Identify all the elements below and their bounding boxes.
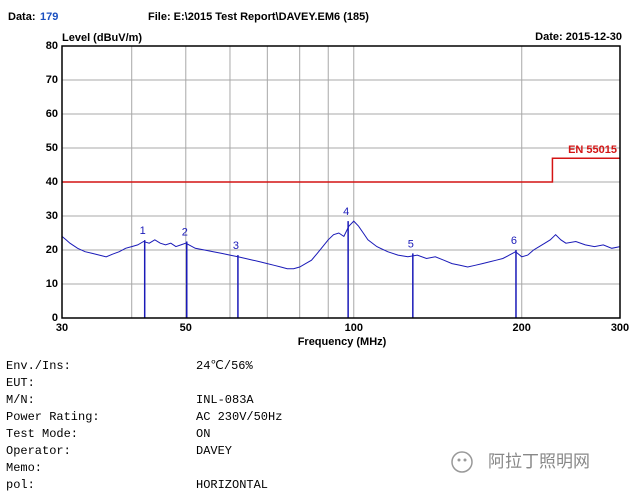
- watermark-icon-dot: [463, 458, 467, 462]
- data-number: 179: [40, 11, 58, 23]
- y-tick-label: 50: [46, 142, 58, 154]
- limit-label: EN 55015: [568, 144, 617, 156]
- x-tick-label: 200: [513, 322, 531, 334]
- watermark-icon-dot: [457, 458, 461, 462]
- info-label: EUT:: [6, 376, 35, 390]
- info-value: INL-083A: [196, 393, 254, 407]
- x-tick-label: 300: [611, 322, 629, 334]
- marker-label: 1: [140, 225, 146, 237]
- y-tick-label: 60: [46, 108, 58, 120]
- info-label: Memo:: [6, 461, 42, 475]
- series-line: [61, 220, 621, 270]
- file-name: File: E:\2015 Test Report\DAVEY.EM6 (185…: [148, 11, 369, 23]
- date: Date: 2015-12-30: [535, 31, 622, 43]
- y-tick-label: 30: [46, 210, 58, 222]
- info-value: ON: [196, 427, 210, 441]
- y-axis-label: Level (dBuV/m): [62, 32, 142, 44]
- watermark-text: 阿拉丁照明网: [488, 452, 590, 472]
- watermark-icon: [451, 451, 473, 473]
- y-tick-label: 10: [46, 278, 58, 290]
- info-value: AC 230V/50Hz: [196, 410, 282, 424]
- y-tick-label: 40: [46, 176, 58, 188]
- info-label: Operator:: [6, 444, 71, 458]
- info-label: Power Rating:: [6, 410, 100, 424]
- x-tick-label: 100: [345, 322, 363, 334]
- y-tick-label: 80: [46, 40, 58, 52]
- x-axis-label: Frequency (MHz): [298, 336, 387, 348]
- data-label: Data:: [8, 11, 36, 23]
- watermark: 阿拉丁照明网: [451, 451, 590, 473]
- info-value: DAVEY: [196, 444, 232, 458]
- info-label: pol:: [6, 478, 35, 492]
- y-tick-label: 20: [46, 244, 58, 256]
- marker-label: 5: [408, 238, 414, 250]
- info-label: M/N:: [6, 393, 35, 407]
- info-label: Env./Ins:: [6, 359, 71, 373]
- x-tick-label: 50: [180, 322, 192, 334]
- plot-border: [61, 45, 621, 319]
- info-value: 24℃/56%: [196, 359, 253, 373]
- x-tick-label: 30: [56, 322, 68, 334]
- series-line: [62, 157, 620, 183]
- marker-label: 4: [343, 206, 349, 218]
- info-label: Test Mode:: [6, 427, 78, 441]
- y-tick-label: 0: [52, 312, 58, 324]
- marker-label: 6: [511, 235, 517, 247]
- info-value: HORIZONTAL: [196, 478, 268, 492]
- y-tick-label: 70: [46, 74, 58, 86]
- marker-label: 2: [182, 226, 188, 238]
- marker-label: 3: [233, 240, 239, 252]
